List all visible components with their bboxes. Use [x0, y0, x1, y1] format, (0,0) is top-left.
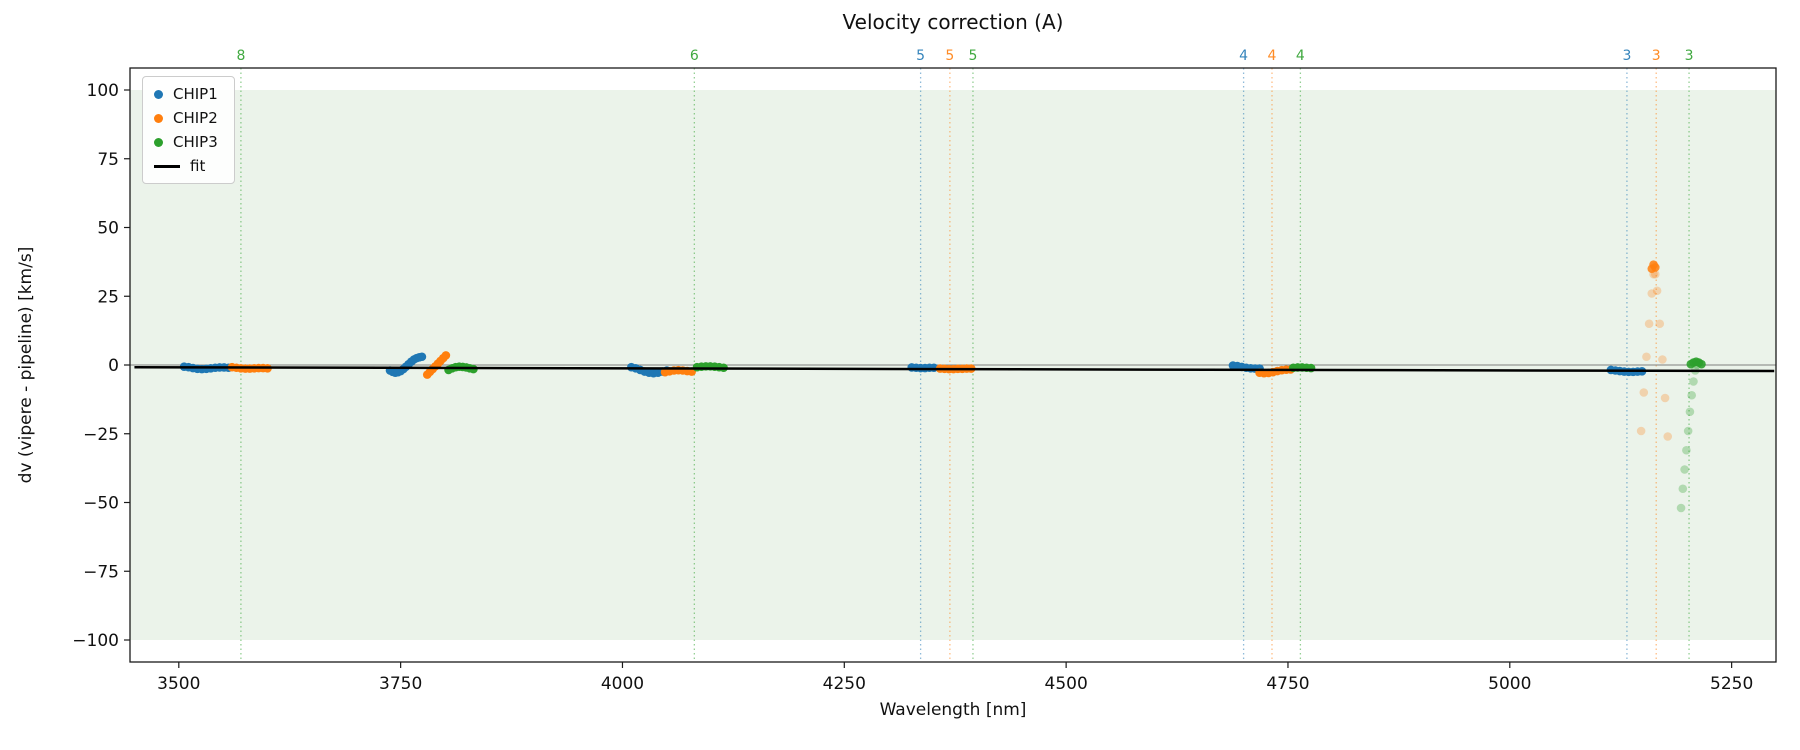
legend: CHIP1 CHIP2 CHIP3 fit: [142, 76, 235, 184]
y-tick-label: −75: [83, 562, 119, 582]
legend-label: CHIP3: [173, 133, 218, 151]
order-label: 4: [1296, 48, 1305, 64]
legend-label: CHIP2: [173, 109, 218, 127]
y-tick-label: −100: [72, 631, 119, 651]
scatter-point-chip2: [1663, 432, 1673, 441]
fit-line-swatch-icon: [154, 164, 180, 168]
scatter-point-chip2: [1655, 319, 1665, 329]
legend-item-chip3: CHIP3: [154, 133, 218, 151]
order-label: 3: [1685, 48, 1694, 64]
x-tick-label: 4000: [601, 674, 644, 694]
scatter-point-chip2: [1651, 263, 1660, 272]
y-tick-label: 50: [97, 219, 119, 239]
legend-label: CHIP1: [173, 85, 218, 103]
chip2-marker-icon: [154, 113, 163, 123]
x-tick-label: 4250: [823, 674, 866, 694]
scatter-point-chip2: [1636, 426, 1646, 436]
scatter-point-chip2: [441, 351, 451, 360]
x-tick-label: 4750: [1266, 674, 1309, 694]
scatter-point-chip3: [1685, 407, 1695, 417]
order-label: 8: [236, 48, 245, 64]
chip1-marker-icon: [154, 89, 163, 99]
scatter-point-chip2: [1644, 319, 1654, 329]
scatter-point-chip3: [1678, 484, 1688, 494]
order-label: 5: [969, 48, 978, 64]
scatter-point-chip2: [1647, 289, 1657, 298]
legend-item-chip1: CHIP1: [154, 85, 218, 103]
legend-item-fit: fit: [154, 157, 218, 175]
chip3-marker-icon: [154, 137, 163, 147]
order-label: 4: [1239, 48, 1248, 64]
scatter-point-chip3: [1687, 390, 1697, 400]
legend-item-chip2: CHIP2: [154, 109, 218, 127]
order-label: 5: [916, 48, 925, 64]
scatter-point-chip3: [1676, 503, 1686, 513]
scatter-point-chip2: [1652, 286, 1662, 296]
x-tick-label: 3500: [157, 674, 200, 694]
y-tick-label: 100: [87, 81, 119, 101]
x-tick-label: 3750: [379, 674, 422, 694]
fit-line: [134, 365, 1775, 373]
order-label: 6: [690, 48, 699, 64]
order-label: 3: [1652, 48, 1661, 64]
y-tick-label: 25: [97, 287, 119, 307]
y-tick-label: −50: [83, 494, 119, 514]
order-label: 4: [1268, 48, 1277, 64]
x-tick-label: 5000: [1488, 674, 1531, 694]
scatter-point-chip3: [1697, 359, 1706, 369]
scatter-point-chip3: [1689, 377, 1698, 386]
x-tick-label: 5250: [1710, 674, 1753, 694]
scatter-point-chip2: [1658, 355, 1667, 364]
order-label: 3: [1622, 48, 1631, 64]
scatter-point-chip2: [1660, 393, 1670, 403]
y-tick-label: 75: [97, 150, 119, 170]
scatter-point-chip3: [1680, 465, 1689, 474]
y-tick-label: −25: [83, 425, 119, 445]
x-axis-label: Wavelength [nm]: [879, 700, 1027, 720]
y-tick-label: 0: [108, 356, 119, 376]
x-tick-label: 4500: [1045, 674, 1088, 694]
scatter-point-chip1: [417, 352, 427, 362]
scatter-point-chip3: [1682, 445, 1691, 455]
order-label: 5: [945, 48, 954, 64]
scatter-point-chip3: [1683, 426, 1693, 436]
scatter-point-chip2: [1639, 388, 1649, 397]
chart-title: Velocity correction (A): [842, 10, 1064, 34]
scatter-point-chip2: [1642, 352, 1651, 362]
legend-label: fit: [190, 157, 206, 175]
